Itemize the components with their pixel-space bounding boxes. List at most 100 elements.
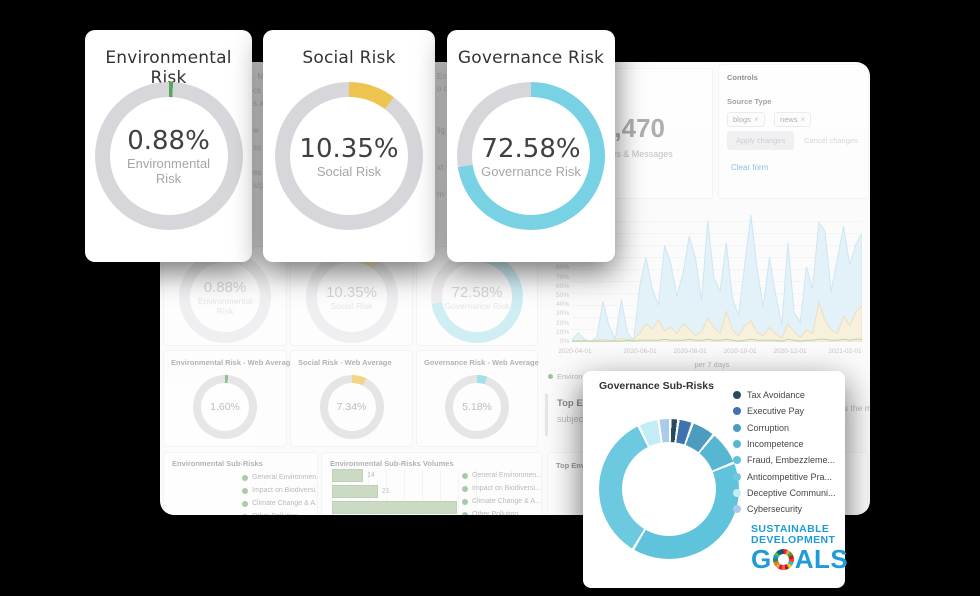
hidden-text-fragment: es bbox=[253, 168, 262, 177]
gauge-label: Environmental bbox=[197, 295, 253, 306]
legend-item[interactable]: Impact on Biodiversi... bbox=[242, 484, 318, 497]
tag-label: news bbox=[780, 115, 798, 124]
legend-dot bbox=[242, 487, 248, 494]
tag-label: blogs bbox=[733, 115, 751, 124]
legend-dot bbox=[733, 456, 741, 465]
legend-item[interactable]: Incompetence bbox=[733, 436, 836, 452]
area-series bbox=[571, 214, 863, 343]
legend-item[interactable]: Deceptive Communi... bbox=[733, 485, 836, 501]
legend-label: Other Pollution bbox=[252, 513, 298, 515]
legend-label: Impact on Biodiversi... bbox=[252, 487, 318, 494]
cancel-changes-button[interactable]: Cancel changes bbox=[804, 136, 858, 145]
legend-item[interactable]: Other Pollution bbox=[242, 510, 317, 515]
timeseries-svg bbox=[571, 214, 863, 343]
source-type-input[interactable]: blogs × news × bbox=[727, 109, 816, 127]
x-axis-tick: 2020-06-01 bbox=[623, 348, 657, 355]
sdg-line1: SUSTAINABLE bbox=[751, 523, 830, 535]
hidden-text-fragment: xt bbox=[437, 163, 444, 172]
legend-item[interactable]: Executive Pay bbox=[733, 403, 836, 419]
legend-dot bbox=[242, 474, 248, 481]
x-axis-tick: 2020-04-01 bbox=[558, 348, 592, 355]
legend-item[interactable]: General Environmen... bbox=[242, 471, 317, 484]
legend-item[interactable]: Cybersecurity bbox=[733, 501, 836, 517]
x-axis-tick: 2020-12-01 bbox=[773, 348, 807, 355]
legend-dot bbox=[462, 511, 468, 515]
hidden-text-fragment: s/p bbox=[253, 181, 264, 190]
legend-label: Incompetence bbox=[747, 439, 804, 450]
legend-item[interactable]: Other Pollution bbox=[462, 508, 541, 515]
card-title: Top Environm bbox=[556, 461, 606, 470]
y-axis-tick: 80% bbox=[555, 264, 569, 271]
gauge-label: Social Risk bbox=[330, 300, 373, 311]
hidden-text-fragment: rn bbox=[437, 190, 445, 199]
y-axis-tick: 40% bbox=[555, 301, 569, 308]
x-axis-unit-label: per 7 days bbox=[694, 360, 730, 369]
legend-label: Climate Change & A... bbox=[472, 498, 541, 505]
sdg-goals-suffix: ALS bbox=[794, 544, 849, 574]
legend-dot bbox=[462, 472, 468, 479]
card-title: Social Risk - Web Average bbox=[298, 358, 392, 367]
gauge-label: Social Risk bbox=[316, 163, 382, 179]
env-risk-gauge-card-bg: 0.88% Environmental Risk bbox=[163, 246, 287, 346]
gauge-label: Governance Risk bbox=[444, 300, 510, 311]
gauge-value: 72.58% bbox=[481, 133, 581, 164]
legend-item[interactable]: Tax Avoidance bbox=[733, 387, 836, 403]
legend-item[interactable]: General Environmen... bbox=[462, 469, 541, 482]
gauge-value: 10.35% bbox=[299, 133, 399, 164]
y-axis-tick: 60% bbox=[555, 283, 569, 290]
tag-blogs[interactable]: blogs × bbox=[727, 112, 765, 127]
gauge-label: Risk bbox=[216, 305, 234, 316]
risk-timeseries-chart: 80% 70% 60% 50% 40% 30% 20% 10% 0% 2020-… bbox=[545, 206, 870, 386]
social-web-average-card: Social Risk - Web Average 7.34% bbox=[290, 350, 413, 447]
controls-title: Controls bbox=[727, 73, 758, 82]
card-title: Social Risk bbox=[302, 48, 396, 68]
legend-dot bbox=[462, 485, 468, 492]
timeseries-legend-item[interactable]: Environ bbox=[548, 372, 582, 381]
legend-dot bbox=[733, 505, 741, 514]
y-axis-tick: 30% bbox=[555, 310, 569, 317]
gauge-value: 1.60% bbox=[210, 401, 240, 413]
hidden-text-fragment: lig bbox=[437, 126, 446, 135]
card-title: Environmental Risk - Web Average bbox=[171, 358, 295, 367]
sdg-wheel-icon bbox=[772, 548, 794, 570]
legend-item[interactable]: Impact on Biodiversi... bbox=[462, 482, 541, 495]
tag-remove-icon[interactable]: × bbox=[753, 115, 759, 124]
gauge-value: 72.58% bbox=[451, 283, 503, 301]
hidden-text-fragment: s a bbox=[253, 99, 264, 108]
legend-label: Impact on Biodiversi... bbox=[472, 485, 541, 492]
env-web-average-donut: 1.60% bbox=[193, 375, 257, 439]
legend-item[interactable]: Climate Change & A... bbox=[242, 497, 317, 510]
x-axis-tick: 2021-02-01 bbox=[828, 348, 862, 355]
legend-dot bbox=[733, 488, 741, 497]
environmental-risk-donut: 0.88% Environmental Risk bbox=[94, 82, 243, 230]
legend-item[interactable]: Anticompetitive Pra... bbox=[733, 468, 836, 484]
gov-risk-gauge-card-bg: 72.58% Governance Risk bbox=[416, 246, 538, 346]
social-risk-donut-bg: 10.35% Social Risk bbox=[305, 251, 398, 343]
top-esg-fragment: is the m bbox=[842, 403, 870, 413]
social-web-average-donut: 7.34% bbox=[319, 375, 384, 439]
legend-item[interactable]: Corruption bbox=[733, 420, 836, 436]
tag-remove-icon[interactable]: × bbox=[800, 115, 806, 124]
clear-form-link[interactable]: Clear form bbox=[731, 163, 769, 172]
gauge-value: 0.88% bbox=[127, 126, 210, 156]
controls-panel: Controls Source Type blogs × news × Apply … bbox=[718, 64, 869, 199]
timeseries-plot-area bbox=[571, 210, 863, 343]
quote-bar bbox=[545, 394, 548, 436]
legend-label: Cybersecurity bbox=[747, 504, 803, 515]
x-axis-tick: 2020-08-01 bbox=[673, 348, 707, 355]
legend-label: Anticompetitive Pra... bbox=[747, 471, 833, 482]
legend-label: Fraud, Embezzleme... bbox=[747, 455, 836, 466]
top-esg-text-block: Top ES subjec is the m bbox=[545, 392, 870, 442]
hidden-text-fragment: o c bbox=[437, 84, 448, 93]
legend-item[interactable]: Fraud, Embezzleme... bbox=[733, 452, 836, 468]
gauge-value: 5.18% bbox=[462, 401, 492, 413]
legend-item[interactable]: Climate Change & A... bbox=[462, 495, 541, 508]
environmental-risk-card: Environmental Risk 0.88% Environmental R… bbox=[85, 30, 252, 262]
hidden-text-fragment: w bbox=[253, 126, 259, 135]
gov-web-average-card: Governance Risk - Web Average 5.18% bbox=[416, 350, 539, 447]
hidden-text-fragment: cs bbox=[253, 86, 261, 95]
apply-changes-button[interactable]: Apply changes bbox=[727, 131, 795, 150]
tag-news[interactable]: news × bbox=[774, 112, 812, 127]
hidden-text-fragment: En bbox=[437, 72, 447, 81]
card-title: Governance Sub-Risks bbox=[599, 380, 714, 392]
